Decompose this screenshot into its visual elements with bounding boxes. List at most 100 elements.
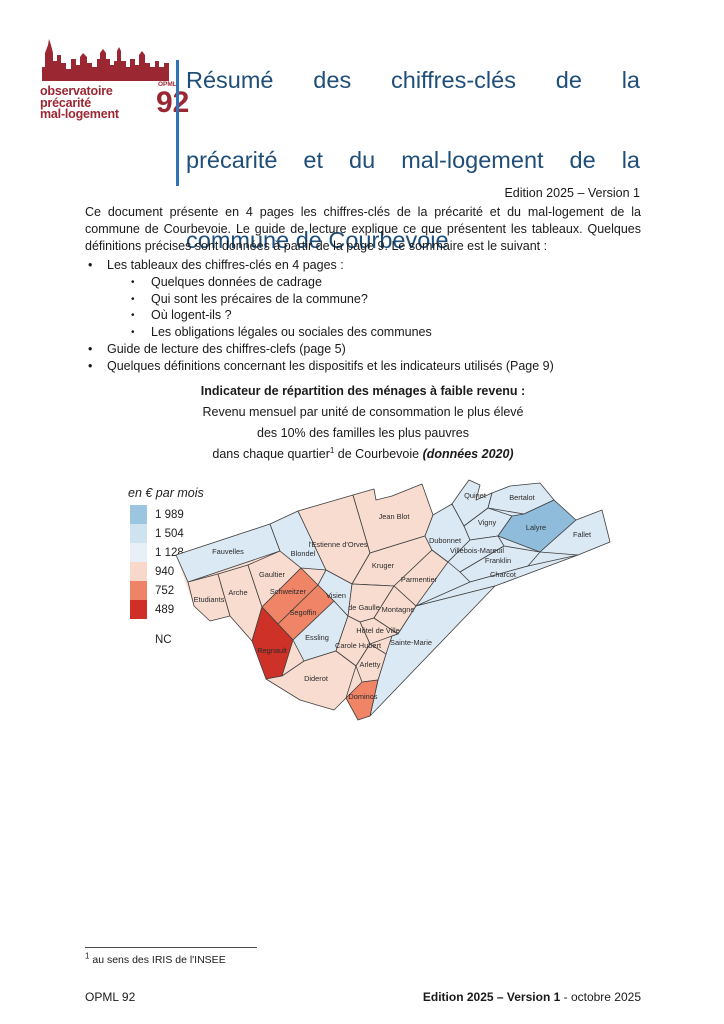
map-heading-line-4-mid: de Courbevoie <box>334 447 423 461</box>
logo-line-3: mal-logement <box>40 107 119 121</box>
map-heading-line-3: des 10% des familles les plus pauvres <box>257 426 469 440</box>
map-label-carole-hubert: Carole Hubert <box>335 641 381 650</box>
map-label-jean-blot: Jean Blot <box>379 512 410 521</box>
map-label-montagne: Montagne <box>382 605 415 614</box>
title-line-1: Résumé des chiffres-clés de la <box>186 67 640 93</box>
list-item-label: Les tableaux des chiffres-clés en 4 page… <box>107 258 344 272</box>
map-label-regnault: Regnault <box>257 646 287 655</box>
map-heading-line-4: dans chaque quartier1 de Courbevoie (don… <box>85 444 641 465</box>
footer-left: OPML 92 <box>85 990 136 1004</box>
bullet-icon: • <box>88 358 93 373</box>
bullet-icon: • <box>88 258 93 272</box>
bullet-icon: • <box>131 293 135 305</box>
list-item: • Les obligations légales ou sociales des… <box>85 324 641 341</box>
legend-label: 1 504 <box>155 527 184 540</box>
logo-line-2: précarité <box>40 95 92 110</box>
legend-label: 752 <box>155 584 175 597</box>
footnote-divider <box>85 947 257 948</box>
map-heading-line-2: Revenu mensuel par unité de consommation… <box>202 405 524 419</box>
footer-date: - octobre 2025 <box>560 990 641 1004</box>
legend-row: 1 504 <box>130 524 204 543</box>
footnote-marker: 1 <box>329 445 335 455</box>
list-item: • Où logent-ils ? <box>85 307 641 324</box>
map-heading-line-1: Indicateur de répartition des ménages à … <box>200 384 526 398</box>
legend-label: 489 <box>155 603 175 616</box>
legend-swatch <box>130 505 147 524</box>
map-label-l-estienne-d-orves: l'Estienne d'Orves <box>308 540 367 549</box>
map-label-charcot: Charcot <box>490 570 516 579</box>
list-item: • Les tableaux des chiffres-clés en 4 pag… <box>85 257 641 274</box>
map-region-fallet <box>539 509 611 556</box>
map-label-segoffin: Segoffin <box>290 608 317 617</box>
map-label-arletty: Arletty <box>360 660 381 669</box>
legend-nc-label: NC <box>155 634 172 646</box>
logo-opml-text: OPML <box>158 81 177 88</box>
skyline-logo-icon <box>42 39 169 81</box>
legend-row: 1 989 <box>130 505 204 524</box>
list-item: • Quelques définitions concernant les dis… <box>85 358 641 375</box>
map-label-arche: Arche <box>228 588 247 597</box>
map-heading-line-4-text: dans chaque quartier <box>212 447 330 461</box>
map-heading-data-year: (données 2020) <box>422 447 514 461</box>
map-label-franklin: Franklin <box>485 556 511 565</box>
map-region-arletty <box>355 643 387 683</box>
map-label-dubonnet: Dubonnet <box>429 536 461 545</box>
map-label-schweitzer: Schweitzer <box>270 587 307 596</box>
bullet-icon: • <box>131 310 135 322</box>
map-label-etudiants: Etudiants <box>194 595 225 604</box>
legend-rows: 1 989 1 504 1 128 940 752 489 <box>130 505 204 619</box>
list-item-label: Les obligations légales ou sociales des … <box>151 325 432 340</box>
list-item-label: Guide de lecture des chiffres-clefs (pag… <box>107 341 346 356</box>
map-label-diderot: Diderot <box>304 674 328 683</box>
legend-swatch <box>130 543 147 562</box>
map-region-villebois-mareuil <box>447 535 505 573</box>
map-label-sainte-marie: Sainte-Marie <box>390 638 432 647</box>
map-region-etudiants <box>187 573 231 622</box>
intro-paragraph: Ce document présente en 4 pages les chif… <box>85 205 641 253</box>
map-label-bertalot: Bertalot <box>509 493 534 502</box>
legend-title: en € par mois <box>128 486 204 500</box>
map-label-lalyre: Lalyre <box>526 523 546 532</box>
legend-row: 489 <box>130 600 204 619</box>
list-item: • Quelques données de cadrage <box>85 274 641 291</box>
footer-edition: Edition 2025 – Version 1 <box>422 990 561 1004</box>
title-line-3: commune de Courbevoie <box>186 227 449 253</box>
map-heading: Indicateur de répartition des ménages à … <box>85 381 641 465</box>
map-label-gaultier: Gaultier <box>259 570 285 579</box>
map-label-villebois-mareuil: Villebois-Mareuil <box>450 546 504 555</box>
map-region-dominos <box>345 679 379 721</box>
legend-swatch <box>130 524 147 543</box>
legend-row: 752 <box>130 581 204 600</box>
opml-logo: observatoire précarité mal-logement OPML… <box>40 33 189 121</box>
page-footer: OPML 92 Edition 2025 – Version 1 - octob… <box>85 990 641 1004</box>
title-line-2: précarité et du mal-logement de la <box>186 147 640 173</box>
logo-line-1: observatoire <box>40 84 113 98</box>
map-label-fauvelles: Fauvelles <box>212 547 244 556</box>
map-region-franklin <box>459 545 541 583</box>
map-region-blondel <box>269 510 327 571</box>
list-item-label: Quelques données de cadrage <box>151 274 322 289</box>
footnote-text: au sens des IRIS de l'INSEE <box>89 954 226 966</box>
bullet-icon: • <box>131 327 135 339</box>
legend-row: 940 <box>130 562 204 581</box>
list-item-label: Qui sont les précaires de la commune? <box>151 291 368 306</box>
footnote: 1 au sens des IRIS de l'INSEE <box>85 951 226 966</box>
footnote-marker: 1 <box>85 951 90 961</box>
map-label-visien: Visien <box>326 591 346 600</box>
map-label-essling: Essling <box>305 633 329 642</box>
list-item-label: Où logent-ils ? <box>151 308 232 323</box>
list-item-label: Quelques définitions concernant les disp… <box>107 358 554 373</box>
map-label-dominos: Dominos <box>348 692 377 701</box>
map-label-vigny: Vigny <box>478 518 497 527</box>
legend-swatch <box>130 562 147 581</box>
title-accent-bar <box>176 60 179 186</box>
map-label-parmentier: Parmentier <box>401 575 438 584</box>
legend-label: 1 989 <box>155 508 184 521</box>
legend-swatch <box>130 581 147 600</box>
summary-list: • Les tableaux des chiffres-clés en 4 pag… <box>85 257 641 375</box>
map-label-blondel: Blondel <box>291 549 316 558</box>
map-label-fallet: Fallet <box>573 530 591 539</box>
map-label-de-gaulle: de Gaulle <box>348 603 380 612</box>
